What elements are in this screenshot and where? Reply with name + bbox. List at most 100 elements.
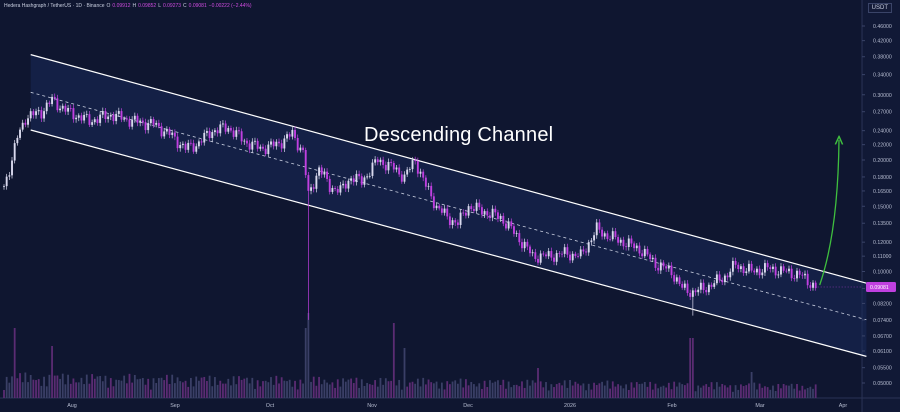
- y-tick-label: 0.38000: [873, 55, 892, 61]
- volume-bar: [408, 382, 411, 398]
- candle-body: [742, 266, 745, 274]
- candle-body: [435, 205, 438, 209]
- candle-body: [411, 160, 414, 170]
- volume-bar: [804, 389, 806, 398]
- volume-bar: [227, 378, 230, 398]
- candle-body: [315, 175, 318, 189]
- volume-bar: [796, 384, 798, 398]
- candle-body: [275, 141, 278, 147]
- volume-bar: [51, 346, 53, 398]
- y-tick-label: 0.18000: [873, 175, 892, 181]
- candle-body: [526, 241, 529, 247]
- volume-bar: [710, 382, 713, 398]
- volume-bar: [489, 380, 491, 398]
- candle-body: [731, 260, 734, 272]
- volume-bar: [131, 382, 134, 398]
- volume-bar: [697, 385, 700, 398]
- candle-body: [334, 187, 337, 189]
- candle-body: [446, 208, 449, 217]
- candle-body: [683, 283, 686, 288]
- candle-body: [37, 110, 40, 112]
- candle-body: [75, 117, 78, 120]
- volume-bar: [809, 386, 812, 398]
- volume-bar: [582, 383, 585, 398]
- candle-body: [11, 160, 13, 176]
- symbol-label[interactable]: Hedera Hashgraph / TetherUS · 1D · Binan…: [4, 3, 105, 9]
- volume-bar: [21, 382, 24, 398]
- volume-bar: [505, 388, 507, 398]
- candle-body: [395, 167, 398, 170]
- candle-body: [718, 274, 721, 281]
- candle-body: [694, 290, 697, 293]
- volume-bar: [192, 386, 195, 398]
- volume-bar: [173, 383, 176, 398]
- candle-body: [545, 254, 547, 257]
- volume-bar: [577, 383, 579, 398]
- candle-body: [729, 271, 732, 278]
- volume-bar: [120, 380, 123, 398]
- volume-bar: [742, 386, 745, 398]
- volume-bar: [400, 389, 403, 398]
- volume-bar: [766, 387, 769, 398]
- volume-bar: [240, 379, 243, 398]
- candle-body: [707, 284, 710, 293]
- candle-body: [689, 292, 692, 297]
- volume-bar: [208, 375, 211, 398]
- volume-bar: [376, 386, 379, 398]
- volume-bar: [641, 383, 644, 398]
- volume-bar: [328, 384, 331, 398]
- volume-bar: [475, 386, 478, 398]
- volume-bar: [465, 379, 467, 398]
- candle-body: [251, 141, 254, 150]
- y-tick-label: 0.30000: [873, 93, 892, 99]
- volume-bar: [633, 387, 636, 398]
- candle-body: [440, 208, 443, 213]
- volume-bar: [96, 376, 99, 398]
- candle-body: [173, 132, 176, 137]
- y-tick-label: 0.11000: [873, 254, 891, 260]
- volume-bar: [302, 383, 304, 398]
- volume-bar: [286, 381, 288, 398]
- candle-body: [352, 178, 355, 183]
- volume-bar: [507, 381, 510, 398]
- volume-bar: [673, 381, 676, 398]
- volume-bar: [529, 385, 531, 398]
- candle-body: [625, 246, 628, 248]
- candle-body: [793, 278, 796, 280]
- volume-bar: [152, 378, 155, 398]
- candle-body: [491, 208, 494, 218]
- volume-bar: [88, 383, 91, 398]
- candle-body: [128, 119, 131, 127]
- volume-bar: [40, 385, 43, 398]
- y-tick-label: 0.42000: [873, 39, 892, 45]
- candle-body: [627, 238, 630, 248]
- volume-bar: [649, 381, 652, 398]
- candle-body: [539, 253, 542, 263]
- candle-body: [715, 274, 718, 284]
- candle-body: [35, 111, 37, 116]
- y-tick-label: 0.13500: [873, 221, 892, 227]
- candle-body: [777, 274, 780, 276]
- volume-bar: [513, 385, 515, 398]
- candle-body: [288, 134, 291, 137]
- candle-body: [323, 171, 326, 175]
- candle-body: [286, 134, 288, 139]
- currency-unit-button[interactable]: USDT: [867, 3, 892, 13]
- candle-body: [91, 122, 94, 125]
- candle-body: [408, 169, 411, 170]
- candle-body: [8, 175, 11, 177]
- volume-bar: [707, 386, 710, 398]
- candle-body: [470, 206, 473, 210]
- candle-body: [392, 162, 395, 170]
- volume-bar: [521, 381, 523, 398]
- candle-body: [200, 141, 203, 143]
- y-tick-label: 0.08200: [873, 301, 892, 307]
- candle-body: [59, 108, 62, 111]
- volume-bar: [163, 380, 166, 398]
- volume-bar: [278, 383, 280, 398]
- candle-body: [659, 262, 662, 271]
- y-tick-label: 0.06100: [873, 349, 892, 355]
- candle-body: [133, 115, 136, 120]
- volume-bar: [251, 377, 254, 398]
